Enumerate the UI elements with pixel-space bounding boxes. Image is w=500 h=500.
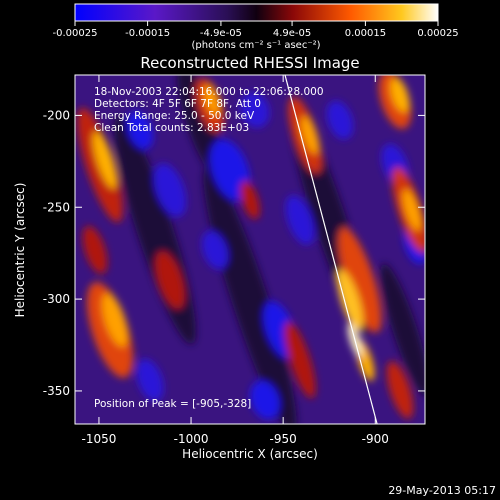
- colorbar-tick-label: -0.00025: [53, 28, 98, 39]
- colorbar-tick-label: 0.00025: [417, 28, 458, 39]
- x-tick-label: -1000: [174, 432, 209, 446]
- info-detectors: Detectors: 4F 5F 6F 7F 8F, Att 0: [94, 98, 261, 110]
- y-tick-label: -300: [43, 292, 70, 306]
- axis-ticks: -1050 -1000 -950 -900 -200 -250 -300 -350: [43, 75, 425, 446]
- plot-frame: [74, 74, 426, 425]
- solar-limb-line: [284, 75, 378, 424]
- x-tick-label: -1050: [82, 432, 117, 446]
- x-tick-label: -900: [362, 432, 389, 446]
- footer-date: 29-May-2013 05:17: [388, 484, 496, 497]
- peak-position-label: Position of Peak = [-905,-328]: [94, 398, 251, 410]
- colorbar: [74, 3, 439, 22]
- y-tick-label: -350: [43, 384, 70, 398]
- colorbar-tick-label: 4.9e-05: [273, 28, 311, 39]
- chart-title: Reconstructed RHESSI Image: [140, 54, 359, 72]
- colorbar-tick-label: -0.00015: [125, 28, 170, 39]
- colorbar-tick-label: -4.9e-05: [200, 28, 242, 39]
- y-tick-label: -200: [43, 108, 70, 122]
- info-energy-range: Energy Range: 25.0 - 50.0 keV: [94, 110, 255, 122]
- info-clean-counts: Clean Total counts: 2.83E+03: [94, 122, 249, 134]
- info-time-range: 18-Nov-2003 22:04:16.000 to 22:06:28.000: [94, 86, 324, 98]
- heatmap: [75, 75, 425, 424]
- y-tick-label: -250: [43, 200, 70, 214]
- y-axis-label: Heliocentric Y (arcsec): [13, 183, 27, 318]
- info-block: 18-Nov-2003 22:04:16.000 to 22:06:28.000…: [94, 86, 324, 134]
- x-tick-label: -950: [270, 432, 297, 446]
- colorbar-tick-label: 0.00015: [345, 28, 386, 39]
- colorbar-ticks: -0.00025 -0.00015 -4.9e-05 4.9e-05 0.00015 0.…: [53, 21, 459, 39]
- x-axis-label: Heliocentric X (arcsec): [182, 447, 318, 461]
- colorbar-unit-label: (photons cm⁻² s⁻¹ asec⁻²): [191, 40, 320, 51]
